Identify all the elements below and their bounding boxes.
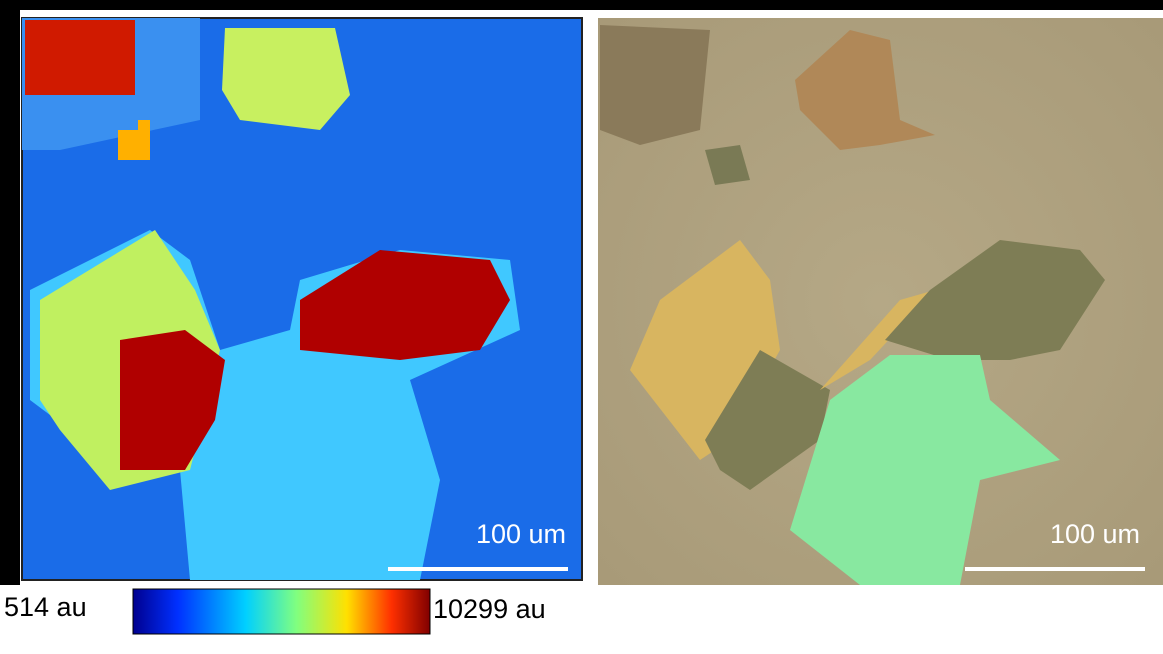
flake [790,355,1060,585]
flake [795,30,935,150]
hot-region [120,330,225,470]
hot-region [25,20,135,95]
flake [705,350,830,490]
colorbar-min-label: 514 au [4,592,87,622]
colorbar-gradient [132,588,431,635]
left-border [0,0,20,585]
hot-region [300,250,510,360]
micrograph-panel: 100 um [598,18,1163,585]
scale-bar [388,567,568,571]
flake [885,240,1105,360]
flake [705,145,750,185]
flake [820,290,935,390]
colorbar: 514 au 10299 au [4,588,546,635]
colorbar-max-label: 10299 au [433,594,546,624]
scale-bar [965,567,1145,571]
scale-bar-label: 100 um [1050,519,1140,549]
warm-region [118,120,150,160]
scale-bar-label: 100 um [476,519,566,549]
warm-region [222,28,350,130]
flake [600,25,710,145]
heatmap-panel: 100 um [21,17,583,581]
top-border [0,0,1163,10]
